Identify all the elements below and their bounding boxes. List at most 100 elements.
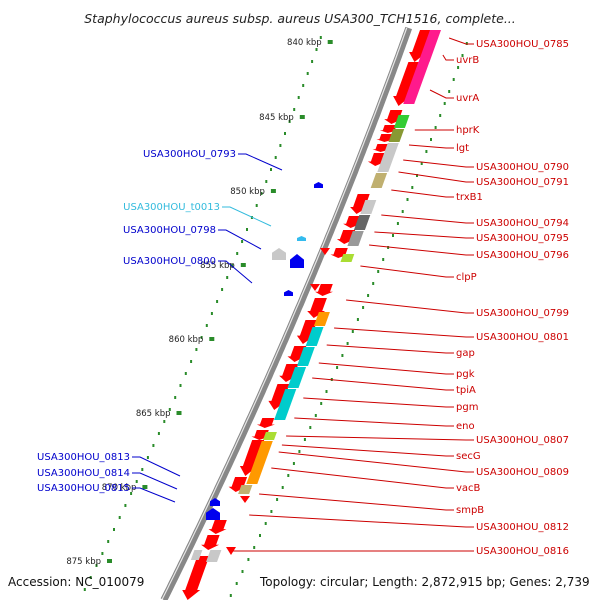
gene-features[interactable] — [182, 30, 441, 600]
kbp-ticks: 840 kbp 845 kbp 850 kbp 855 kbp 860 kbp 865 k… — [66, 38, 333, 567]
track-dot — [346, 342, 349, 345]
gene-arrow[interactable] — [296, 320, 318, 344]
annotation-block[interactable] — [297, 347, 315, 366]
gene-label[interactable]: smpB — [456, 505, 484, 516]
track-dot — [141, 468, 144, 471]
leader-line — [238, 153, 283, 171]
gene-arrow[interactable] — [256, 418, 275, 428]
track-dot — [292, 462, 295, 465]
track-dot — [341, 354, 344, 357]
annotation-block[interactable] — [190, 550, 203, 560]
track-dot — [297, 96, 300, 99]
annotation-block[interactable] — [274, 389, 297, 420]
annotation-block[interactable] — [263, 432, 277, 440]
annotation-block[interactable] — [287, 367, 307, 388]
gene-arrow[interactable] — [201, 535, 220, 550]
gene-label[interactable]: hprK — [456, 125, 480, 136]
gene-arrow[interactable] — [268, 384, 290, 410]
annotation-block[interactable] — [353, 215, 371, 230]
gene-label[interactable]: eno — [456, 421, 475, 432]
kbp-tick — [299, 115, 305, 119]
annotation-block[interactable] — [360, 200, 377, 214]
annotation-block[interactable] — [238, 485, 253, 494]
gene-label[interactable]: clpP — [456, 272, 477, 283]
reverse-gene-arrow[interactable] — [206, 508, 220, 520]
track-dot — [247, 558, 250, 561]
gene-arrow[interactable] — [307, 298, 327, 318]
leader-line — [271, 467, 454, 489]
gene-arrow[interactable] — [315, 284, 333, 296]
gene-label[interactable]: USA300HOU_0801 — [476, 332, 569, 343]
annotation-block[interactable] — [393, 115, 410, 128]
track-dot — [325, 390, 328, 393]
annotation-block[interactable] — [388, 129, 405, 142]
track-dot — [241, 570, 244, 573]
reverse-gene-arrow[interactable] — [284, 290, 293, 296]
gene-arrow[interactable] — [208, 520, 227, 534]
track-dot — [270, 510, 273, 513]
track-dot — [392, 234, 394, 237]
gene-label[interactable]: USA300HOU_0796 — [476, 250, 569, 261]
annotation-block[interactable] — [403, 62, 430, 104]
reverse-gene-arrow[interactable] — [314, 182, 323, 188]
gene-label[interactable]: USA300HOU_0813 — [37, 452, 130, 463]
gene-label[interactable]: USA300HOU_0795 — [476, 233, 569, 244]
gene-arrow[interactable] — [409, 30, 432, 62]
annotation-block[interactable] — [305, 327, 324, 346]
annotation-block[interactable] — [377, 143, 399, 172]
gene-arrow[interactable] — [239, 440, 265, 476]
annotation-block[interactable] — [340, 254, 355, 262]
gene-arrow[interactable] — [182, 556, 210, 600]
track-dot — [205, 324, 208, 327]
gene-label[interactable]: pgk — [456, 369, 475, 380]
track-dot — [146, 456, 149, 459]
reverse-gene-arrow[interactable] — [297, 236, 306, 241]
gene-label[interactable]: USA300HOU_0793 — [143, 149, 236, 160]
gene-label[interactable]: uvrB — [456, 55, 479, 66]
track-dot — [439, 114, 442, 117]
gene-label[interactable]: gap — [456, 348, 475, 359]
gene-label[interactable]: USA300HOU_0807 — [476, 435, 569, 446]
track-dot — [130, 492, 133, 495]
track-dot — [157, 432, 160, 435]
annotation-block[interactable] — [418, 30, 442, 62]
gene-label[interactable]: USA300HOU_t0013 — [123, 202, 220, 213]
gene-label[interactable]: USA300HOU_0816 — [476, 546, 569, 557]
gene-arrow-small[interactable] — [320, 248, 330, 255]
gene-label[interactable]: trxB1 — [456, 192, 483, 203]
gene-label[interactable]: uvrA — [456, 93, 479, 104]
gene-label[interactable]: USA300HOU_0800 — [123, 256, 216, 267]
gene-label[interactable]: tpiA — [456, 385, 476, 396]
reverse-gene-arrow[interactable] — [272, 248, 286, 260]
gene-label[interactable]: pgm — [456, 402, 478, 413]
track-dot — [430, 138, 432, 141]
gene-label[interactable]: USA300HOU_0812 — [476, 522, 569, 533]
reverse-gene-arrow[interactable] — [290, 254, 304, 268]
reverse-gene-arrow[interactable] — [210, 498, 220, 506]
gene-label[interactable]: USA300HOU_0794 — [476, 218, 569, 229]
gene-label[interactable]: secG — [456, 451, 481, 462]
annotation-block[interactable] — [206, 550, 222, 562]
annotation-block[interactable] — [246, 441, 273, 484]
gene-arrow-small[interactable] — [226, 547, 236, 555]
gene-arrow[interactable] — [393, 62, 421, 106]
gene-label[interactable]: USA300HOU_0809 — [476, 467, 569, 478]
annotation-block[interactable] — [347, 231, 364, 246]
gene-label[interactable]: USA300HOU_0785 — [476, 39, 569, 50]
right-gene-labels: USA300HOU_0785 uvrB uvrA hprK lgt USA300HOU_0… — [456, 39, 569, 557]
gene-label[interactable]: USA300HOU_0791 — [476, 177, 569, 188]
annotation-block[interactable] — [370, 173, 388, 188]
track-dot — [210, 312, 213, 315]
gene-arrow[interactable] — [350, 194, 370, 214]
gene-arrow-small[interactable] — [240, 496, 250, 503]
gene-label[interactable]: USA300HOU_0815 — [37, 483, 130, 494]
gene-label[interactable]: USA300HOU_0790 — [476, 162, 569, 173]
gene-label[interactable]: vacB — [456, 483, 481, 494]
track-dot — [279, 144, 282, 147]
gene-label[interactable]: USA300HOU_0798 — [123, 225, 216, 236]
gene-arrow-small[interactable] — [310, 284, 320, 291]
gene-label[interactable]: lgt — [456, 143, 469, 154]
gene-label[interactable]: USA300HOU_0799 — [476, 308, 569, 319]
annotation-block[interactable] — [313, 312, 330, 326]
gene-label[interactable]: USA300HOU_0814 — [37, 468, 130, 479]
